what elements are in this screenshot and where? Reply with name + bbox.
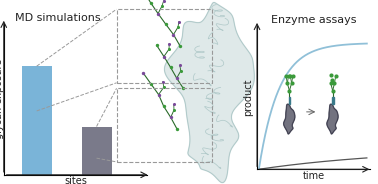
Point [290,75,296,77]
Point [177,64,183,67]
Text: glycan exposure: glycan exposure [0,59,4,139]
Point [332,82,338,85]
Point [177,45,183,47]
Point [161,0,167,2]
Point [148,1,154,4]
Point [170,33,177,36]
Point [171,103,177,106]
Point [328,82,334,85]
Point [171,109,177,112]
Point [330,89,336,92]
Bar [116,88,212,162]
Title: Enzyme assays: Enzyme assays [271,15,356,25]
Point [155,12,161,15]
Point [166,48,172,51]
Point [175,26,181,29]
Point [159,5,165,8]
Point [166,42,172,45]
Bar [116,9,212,83]
Point [163,22,169,25]
X-axis label: sites: sites [64,176,87,184]
Point [153,44,160,47]
Polygon shape [284,104,295,134]
Point [284,82,290,85]
Point [174,77,180,80]
Point [328,73,334,76]
Polygon shape [164,2,254,183]
Bar [82,127,112,175]
Point [288,82,294,85]
Point [168,116,174,119]
Point [285,75,291,77]
Point [329,78,335,81]
Point [161,86,167,89]
Bar [288,97,290,104]
Point [140,72,146,75]
Point [161,55,167,58]
Text: MD simulations: MD simulations [15,13,101,23]
Point [176,20,182,23]
Point [283,75,289,77]
Point [287,89,293,92]
Point [287,75,293,77]
Polygon shape [327,104,338,134]
Point [174,127,180,130]
Point [167,66,174,69]
Bar [332,97,333,104]
Point [180,87,186,90]
Point [178,69,184,72]
Bar [22,66,52,175]
Point [161,105,167,108]
Text: product: product [243,79,253,116]
Point [333,75,339,77]
Point [156,93,162,96]
X-axis label: time: time [303,171,325,181]
Point [160,80,166,83]
Point [148,83,154,86]
